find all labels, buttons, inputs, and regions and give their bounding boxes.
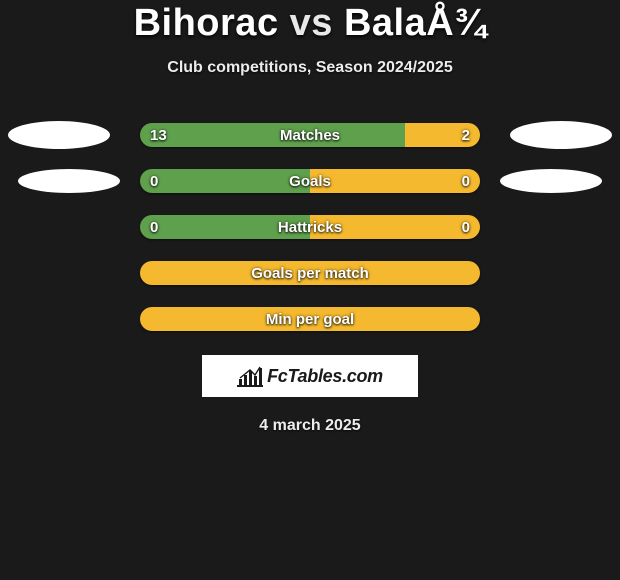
stat-row-matches: 132Matches (0, 123, 620, 147)
bar-segment-right (310, 215, 480, 239)
date: 4 march 2025 (0, 417, 620, 435)
branding-tag[interactable]: FcTables.com (202, 355, 418, 397)
stat-row-goals-per-match: Goals per match (0, 261, 620, 285)
stat-row-min-per-goal: Min per goal (0, 307, 620, 331)
bar-segment-left (140, 123, 405, 147)
stat-bar-matches: 132Matches (140, 123, 480, 147)
page-title: Bihorac vs BalaÅ¾ (0, 0, 620, 45)
bar-segment-left (140, 215, 310, 239)
chart-icon (237, 365, 263, 387)
stat-row-goals: 00Goals (0, 169, 620, 193)
stat-bar-goals-per-match: Goals per match (140, 261, 480, 285)
bar-segment-left (140, 261, 480, 285)
bar-segment-right (310, 169, 480, 193)
bar-segment-right (405, 123, 480, 147)
ellipse-right (510, 121, 612, 149)
bar-segment-left (140, 169, 310, 193)
stat-bar-hattricks: 00Hattricks (140, 215, 480, 239)
branding-text: FcTables.com (267, 366, 383, 387)
ellipse-right (500, 169, 602, 193)
subtitle: Club competitions, Season 2024/2025 (0, 59, 620, 77)
title-player2: BalaÅ¾ (344, 2, 486, 44)
ellipse-left (18, 169, 120, 193)
title-vs: vs (290, 2, 333, 44)
stat-row-hattricks: 00Hattricks (0, 215, 620, 239)
title-player1: Bihorac (134, 2, 279, 44)
stat-bar-goals: 00Goals (140, 169, 480, 193)
stat-bar-min-per-goal: Min per goal (140, 307, 480, 331)
stats-rows: 132Matches 00Goals 00Hattricks Goals per ma… (0, 123, 620, 331)
ellipse-left (8, 121, 110, 149)
bar-segment-left (140, 307, 480, 331)
